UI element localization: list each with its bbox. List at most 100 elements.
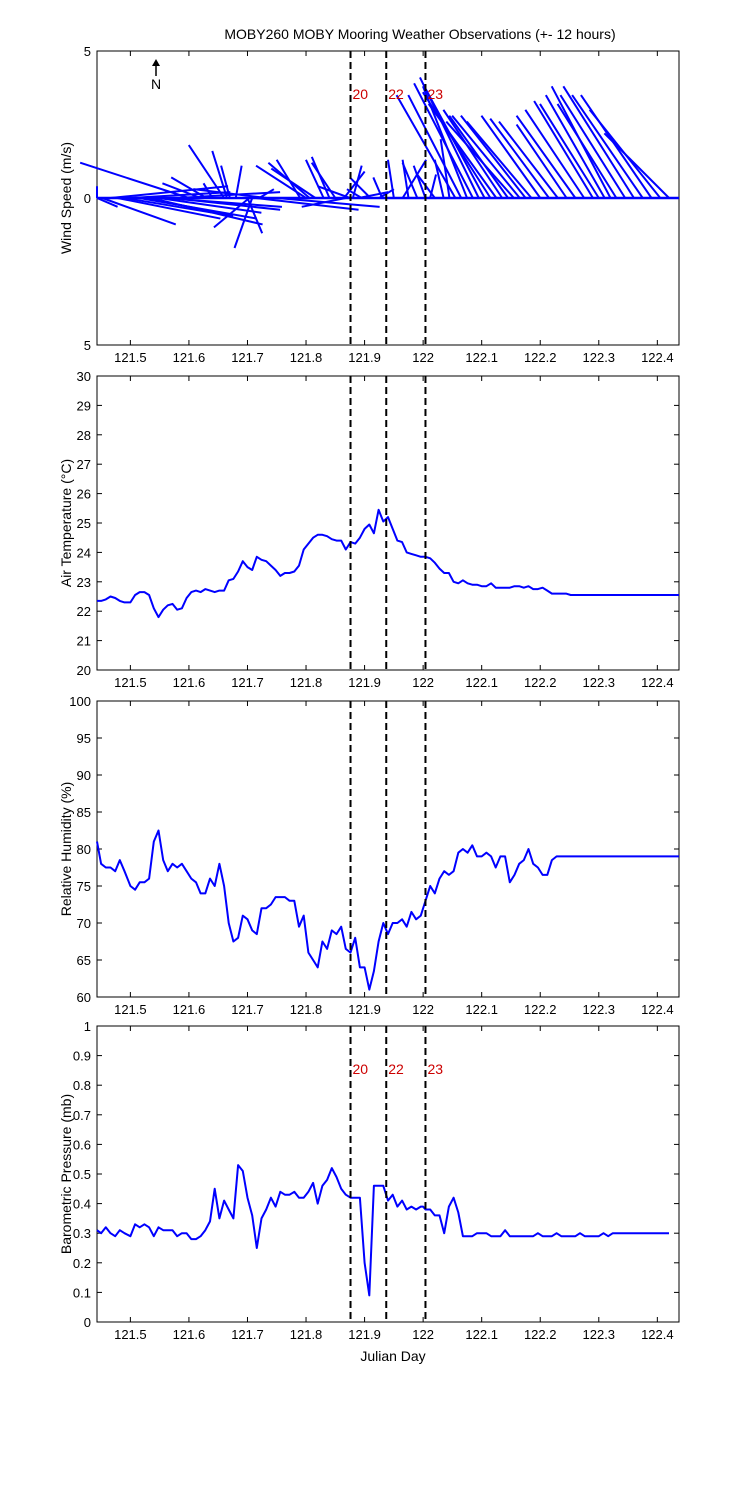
x-tick-label: 122.4	[641, 1002, 674, 1017]
wind-vector	[451, 115, 521, 199]
y-tick-label: 0.5	[73, 1167, 91, 1182]
x-tick-label: 121.9	[348, 1327, 381, 1342]
wind-vector	[193, 188, 267, 199]
wind-vector	[117, 197, 221, 220]
event-marker-label: 23	[427, 1061, 443, 1077]
wind-vector	[124, 197, 213, 214]
wind-vector	[559, 94, 626, 199]
y-tick-label: 0.1	[73, 1285, 91, 1300]
x-tick-label: 122	[412, 1002, 434, 1017]
north-arrow-head-icon	[152, 59, 160, 66]
wind-vector	[213, 197, 250, 229]
x-tick-label: 121.9	[348, 1002, 381, 1017]
y-tick-label: 0.8	[73, 1078, 91, 1093]
x-tick-label: 121.7	[231, 1327, 264, 1342]
x-tick-label: 122.1	[465, 350, 498, 365]
x-tick-label: 121.6	[173, 350, 206, 365]
x-tick-label: 121.8	[290, 350, 323, 365]
y-tick-label: 0.2	[73, 1256, 91, 1271]
wind-vector	[515, 115, 577, 199]
wind-vector	[372, 177, 384, 199]
x-tick-label: 121.8	[290, 1002, 323, 1017]
wind-vector	[524, 109, 585, 199]
x-tick-label: 122.2	[524, 1327, 557, 1342]
north-label: N	[151, 76, 161, 92]
x-tick-label: 121.5	[114, 1327, 147, 1342]
x-tick-label: 121.8	[290, 1327, 323, 1342]
x-tick-label: 122.3	[583, 675, 616, 690]
x-tick-label: 122.4	[641, 1327, 674, 1342]
y-tick-label: 60	[77, 990, 91, 1005]
wind-vector	[211, 150, 228, 199]
wind-vector	[270, 167, 316, 199]
y-tick-label: 85	[77, 805, 91, 820]
wind-vector	[349, 176, 372, 199]
y-tick-label: 0.9	[73, 1049, 91, 1064]
y-tick-label: 0.3	[73, 1226, 91, 1241]
x-tick-label: 122.3	[583, 1327, 616, 1342]
x-tick-label: 121.5	[114, 1002, 147, 1017]
y-tick-label: 90	[77, 768, 91, 783]
wind-vector	[427, 103, 498, 199]
panel-air_temperature: 121.5 121.6 121.7 121.8 121.9 122 122.1 122.2 12…	[58, 369, 680, 690]
y-tick-label: 1	[84, 1019, 91, 1034]
event-marker-label: 20	[353, 1061, 369, 1077]
chart-panels: 121.5 121.6 121.7 121.8 121.9 122 122.1 122.2 12…	[58, 44, 680, 1342]
event-marker-label: 23	[427, 86, 443, 102]
y-tick-label: 0	[84, 1315, 91, 1330]
y-axis-label: Barometric Pressure (mb)	[58, 1094, 74, 1254]
y-tick-label: 80	[77, 842, 91, 857]
wind-vector	[395, 94, 457, 199]
y-tick-label: 70	[77, 916, 91, 931]
y-tick-label: 100	[69, 694, 91, 709]
x-tick-label: 122.3	[583, 350, 616, 365]
panel-wind: 121.5 121.6 121.7 121.8 121.9 122 122.1 122.2 12…	[58, 44, 680, 365]
wind-vector	[515, 123, 568, 199]
wind-vector	[460, 115, 527, 199]
x-tick-label: 122.2	[524, 350, 557, 365]
y-tick-label: 27	[77, 457, 91, 472]
y-tick-label: 5	[84, 338, 91, 353]
x-tick-label: 122	[412, 350, 434, 365]
x-tick-label: 122.1	[465, 675, 498, 690]
x-tick-label: 121.5	[114, 350, 147, 365]
wind-vector	[480, 115, 542, 199]
wind-vector	[498, 120, 559, 199]
x-tick-label: 121.6	[173, 1002, 206, 1017]
y-tick-label: 0.6	[73, 1137, 91, 1152]
plot-frame	[96, 700, 680, 998]
y-tick-label: 28	[77, 428, 91, 443]
y-tick-label: 26	[77, 487, 91, 502]
wind-vector	[301, 197, 347, 208]
x-tick-label: 121.5	[114, 675, 147, 690]
wind-vector	[571, 94, 644, 199]
x-tick-label: 121.8	[290, 675, 323, 690]
y-axis-label: Wind Speed (m/s)	[58, 142, 74, 254]
wind-vector	[539, 103, 600, 199]
y-tick-label: 25	[77, 516, 91, 531]
y-tick-label: 0.4	[73, 1197, 91, 1212]
wind-vector	[305, 159, 325, 199]
event-marker-label: 22	[388, 86, 404, 102]
wind-vector	[489, 118, 550, 199]
y-tick-label: 95	[77, 731, 91, 746]
y-tick-label: 0.7	[73, 1108, 91, 1123]
wind-vector	[317, 185, 351, 199]
y-tick-label: 20	[77, 663, 91, 678]
wind-vector	[234, 165, 243, 199]
y-tick-label: 22	[77, 604, 91, 619]
series-line-air_temperature	[97, 508, 679, 619]
wind-vector	[171, 197, 281, 211]
wind-vector	[556, 103, 618, 199]
wind-vector	[412, 165, 427, 199]
wind-vector	[445, 120, 515, 199]
x-tick-label: 121.7	[231, 350, 264, 365]
x-tick-label: 121.7	[231, 1002, 264, 1017]
x-tick-label: 122	[412, 1327, 434, 1342]
wind-vector	[442, 109, 504, 199]
y-tick-label: 21	[77, 634, 91, 649]
wind-vector	[158, 197, 262, 214]
y-tick-label: 29	[77, 398, 91, 413]
x-tick-label: 122.4	[641, 350, 674, 365]
